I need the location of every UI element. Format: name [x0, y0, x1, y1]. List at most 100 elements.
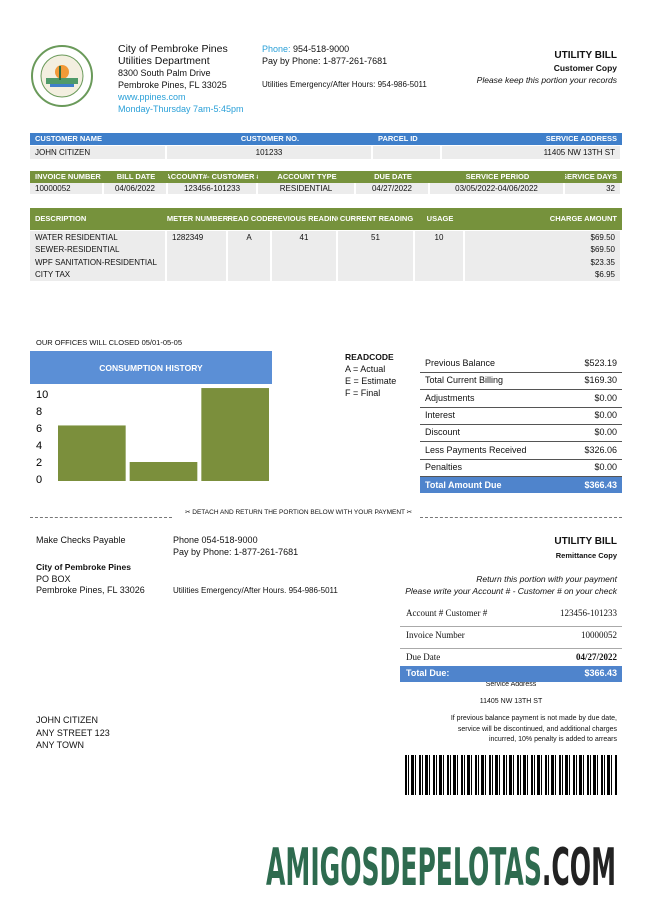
- table-cell: $23.35: [465, 256, 622, 269]
- penalty-line: service will be discontinued, and additi…: [457, 725, 617, 733]
- phone: Phone 054-518-9000: [173, 535, 258, 545]
- y-tick-label: 6: [36, 423, 42, 435]
- table-header: CHARGE AMOUNT: [465, 208, 622, 230]
- watermark-name: AMIGOSDEPELOTAS: [266, 838, 542, 895]
- phone: Phone: 954-518-9000: [262, 44, 349, 55]
- address: Pembroke Pines, FL 33025: [118, 80, 227, 90]
- watermark-tld: .COM: [542, 838, 616, 895]
- table-header: CURRENT READING: [338, 208, 415, 230]
- emergency: Utilities Emergency/After Hours: 954-986…: [262, 80, 427, 89]
- table-cell: [167, 256, 228, 269]
- detach-line: [420, 517, 622, 518]
- table-header: USAGE: [415, 208, 465, 230]
- write-note: Please write your Account # - Customer #…: [405, 586, 617, 596]
- readcode-item: A = Actual: [345, 364, 386, 374]
- table-cell: 51: [338, 231, 415, 244]
- table-cell: JOHN CITIZEN: [30, 146, 167, 159]
- city-seal: [31, 45, 93, 107]
- remit-row: [400, 604, 622, 627]
- service-address-label: Service Address: [485, 681, 537, 688]
- table-cell: 32: [565, 183, 622, 194]
- y-tick-label: 0: [36, 474, 42, 485]
- y-tick-label: 2: [36, 457, 42, 469]
- barcode: [405, 755, 617, 795]
- readcode-item: F = Final: [345, 388, 381, 398]
- readcode-item: E = Estimate: [345, 376, 397, 386]
- summary-label: Total Current Billing: [425, 375, 504, 386]
- penalty-line: If previous balance payment is not made …: [450, 715, 617, 722]
- service-address: 11405 NW 13TH ST: [479, 698, 543, 705]
- summary-total: [420, 477, 622, 494]
- table-header: METER NUMBER: [167, 208, 228, 230]
- notice: OUR OFFICES WILL CLOSED 05/01-05-05: [36, 338, 183, 347]
- table-header: DESCRIPTION: [30, 208, 167, 230]
- bar: [201, 388, 269, 481]
- payee-city: Pembroke Pines, FL 33026: [36, 585, 145, 595]
- detach-text: DETACH AND RETURN THE PORTION BELOW WITH…: [192, 509, 405, 516]
- table-cell: [415, 268, 465, 281]
- table-header: BILL DATE: [104, 171, 168, 183]
- table-cell: 10000052: [30, 183, 104, 194]
- table-cell: [415, 243, 465, 256]
- customer-address-line: ANY TOWN: [36, 740, 85, 750]
- summary-value: $169.30: [584, 375, 617, 386]
- summary-label: Adjustments: [425, 392, 475, 403]
- keep-note: Please keep this portion your records: [476, 75, 617, 85]
- table-header: SERVICE DAYS: [565, 171, 622, 183]
- payee: City of Pembroke Pines: [36, 562, 131, 572]
- summary-value: $326.06: [584, 444, 617, 455]
- website[interactable]: www.ppines.com: [118, 92, 186, 102]
- table-header: CUSTOMER NAME: [30, 133, 167, 145]
- table-header: ACCOUNT#- CUSTOMER #: [168, 171, 258, 183]
- table-cell: 123456-101233: [168, 183, 258, 194]
- table-cell: [338, 243, 415, 256]
- summary-value: $0.00: [594, 427, 617, 438]
- checks-payable: Make Checks Payable: [36, 535, 126, 545]
- table-cell: [373, 146, 442, 159]
- table-cell: 03/05/2022-04/06/2022: [430, 183, 565, 194]
- detach-note: ✂ DETACH AND RETURN THE PORTION BELOW WI…: [185, 509, 413, 516]
- remit-label: Account # Customer #: [406, 608, 488, 618]
- table-header: PREVIOUS READING: [272, 208, 338, 230]
- table-cell: [228, 268, 272, 281]
- phone-label: Phone:: [262, 44, 291, 54]
- watermark-text: AMIGOSDEPELOTAS.COM: [266, 838, 616, 895]
- summary-label: Penalties: [425, 461, 463, 472]
- table-header: READ CODE: [228, 208, 272, 230]
- table-cell: [167, 268, 228, 281]
- table-header: SERVICE ADDRESS: [442, 133, 622, 145]
- summary-label: Previous Balance: [425, 358, 496, 368]
- chart-title-band: [30, 351, 272, 384]
- copy-label: Customer Copy: [553, 63, 617, 73]
- remit-total-label: Total Due:: [406, 668, 450, 678]
- table-cell: 41: [272, 231, 338, 244]
- table-cell: 04/27/2022: [356, 183, 430, 194]
- readcode-title: READCODE: [345, 352, 394, 362]
- table-cell: [415, 256, 465, 269]
- remit-row: [400, 626, 622, 649]
- table-cell: [228, 256, 272, 269]
- table-cell: CITY TAX: [30, 268, 167, 281]
- remit-value: 123456-101233: [560, 608, 617, 618]
- watermark: AMIGOSDEPELOTAS.COM: [266, 838, 616, 895]
- table-cell: RESIDENTIAL: [258, 183, 356, 194]
- y-tick-label: 4: [36, 440, 42, 452]
- summary-value: $0.00: [594, 392, 617, 403]
- table-cell: WPF SANITATION-RESIDENTIAL: [30, 256, 167, 269]
- table-cell: 04/06/2022: [104, 183, 168, 194]
- phone-number: 954-518-9000: [293, 44, 350, 54]
- summary-row: [420, 459, 622, 477]
- bar: [129, 462, 198, 481]
- table-header: PARCEL ID: [373, 133, 442, 145]
- remit-value: 04/27/2022: [575, 652, 617, 662]
- remit-label: Invoice Number: [406, 630, 465, 640]
- table-cell: [338, 256, 415, 269]
- table-cell: [272, 243, 338, 256]
- table-cell: 1282349: [167, 231, 228, 244]
- table-cell: WATER RESIDENTIAL: [30, 231, 167, 244]
- summary-total-label: Total Amount Due: [425, 480, 502, 491]
- detach-line: [30, 517, 172, 518]
- table-header: DUE DATE: [356, 171, 430, 183]
- y-tick-label: 8: [36, 406, 42, 418]
